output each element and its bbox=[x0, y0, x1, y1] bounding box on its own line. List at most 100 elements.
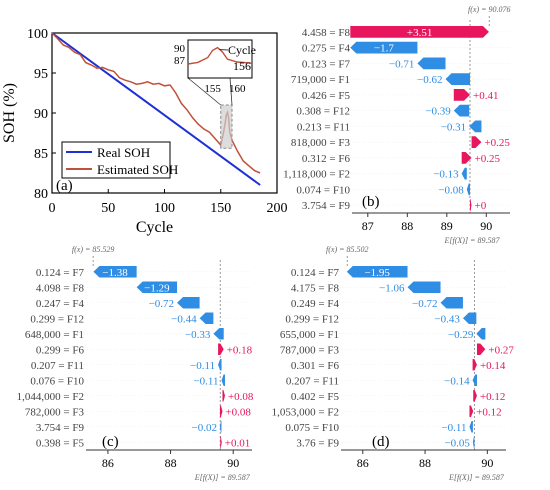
feature-label: 0.076 = F10 bbox=[30, 375, 84, 387]
x-tick-label: 100 bbox=[154, 201, 175, 216]
feature-label: 0.124 = F7 bbox=[36, 267, 85, 279]
contribution-label: +0.08 bbox=[225, 406, 251, 418]
feature-label: 4.098 = F8 bbox=[36, 282, 85, 294]
waterfall-bar-f5 bbox=[473, 390, 477, 402]
expected-value-annotation: E[f(X)] = 89.587 bbox=[448, 473, 505, 482]
inset-series-line bbox=[187, 46, 253, 65]
waterfall-bar-f6 bbox=[461, 152, 472, 164]
feature-label: 1,053,000 = F2 bbox=[272, 406, 339, 418]
panel-b: 4.458 = F8 +3.51 0.275 = F4 −1.7 0.123 = F7 −… bbox=[283, 5, 510, 245]
y-tick-label: 95 bbox=[34, 67, 48, 82]
x-tick-label: 86 bbox=[357, 456, 369, 470]
waterfall-bar-f9 bbox=[469, 199, 472, 211]
x-tick-label: 150 bbox=[210, 201, 231, 216]
waterfall-bar-f11 bbox=[469, 120, 482, 133]
waterfall-bar-f5 bbox=[453, 89, 470, 101]
contribution-label: −1.7 bbox=[374, 43, 394, 55]
contribution-label: −0.71 bbox=[389, 58, 414, 70]
waterfall-bar-f4 bbox=[350, 41, 418, 54]
legend-box bbox=[61, 141, 171, 179]
feature-label: 0.249 = F4 bbox=[291, 298, 340, 310]
contribution-label: −0.14 bbox=[444, 375, 470, 387]
feature-label: 0.426 = F5 bbox=[302, 90, 351, 102]
contribution-label: −0.11 bbox=[190, 360, 215, 372]
contribution-label: +0.01 bbox=[225, 437, 250, 449]
contribution-label: +0.12 bbox=[476, 406, 501, 418]
y-tick-label: 100 bbox=[27, 27, 48, 42]
feature-label: 0.312 = F6 bbox=[302, 153, 351, 165]
contribution-label: −0.72 bbox=[412, 298, 437, 310]
feature-label: 787,000 = F3 bbox=[280, 344, 340, 356]
feature-label: 3.754 = F9 bbox=[302, 200, 351, 212]
zoom-connector bbox=[229, 77, 233, 106]
panel-c: 0.124 = F7 −1.38 4.098 = F8 −1.29 0.247 = F4… bbox=[17, 245, 254, 482]
waterfall-bar-f11 bbox=[218, 359, 222, 371]
waterfall-bar-f4 bbox=[440, 297, 463, 309]
panel-label: (b) bbox=[362, 194, 380, 210]
contribution-label: −0.43 bbox=[434, 313, 460, 325]
contribution-label: −0.44 bbox=[171, 313, 197, 325]
feature-label: 655,000 = F1 bbox=[280, 329, 339, 341]
feature-label: 0.402 = F5 bbox=[291, 391, 340, 403]
feature-label: 4.458 = F8 bbox=[302, 27, 351, 39]
contribution-label: +0.27 bbox=[488, 344, 514, 356]
y-axis-title: SOH (%) bbox=[1, 83, 18, 143]
x-tick-label: 90 bbox=[480, 219, 492, 233]
inset-y-tick-label: 90 bbox=[174, 43, 186, 55]
inset-x-tick-label: 155 bbox=[204, 83, 221, 95]
panel-label: (d) bbox=[372, 434, 390, 450]
feature-label: 0.123 = F7 bbox=[302, 58, 351, 70]
x-tick-label: 88 bbox=[401, 219, 413, 233]
contribution-label: −0.02 bbox=[191, 422, 216, 434]
waterfall-bar-f9 bbox=[472, 436, 475, 448]
feature-label: 0.074 = F10 bbox=[296, 184, 350, 196]
waterfall-bar-f10 bbox=[466, 183, 470, 196]
contribution-label: −0.11 bbox=[441, 422, 466, 434]
waterfall-bar-f12 bbox=[199, 312, 214, 324]
y-tick-label: 90 bbox=[34, 107, 48, 122]
contribution-label: −0.39 bbox=[425, 106, 451, 118]
feature-label: 0.398 = F5 bbox=[36, 437, 85, 449]
waterfall-bar-f10 bbox=[221, 374, 225, 386]
inset-frame bbox=[187, 39, 253, 79]
waterfall-bar-f4 bbox=[177, 297, 200, 309]
waterfall-bar-f3 bbox=[471, 136, 482, 148]
expected-value-annotation: E[f(X)] = 89.587 bbox=[194, 473, 251, 482]
contribution-label: −0.29 bbox=[448, 329, 474, 341]
contribution-label: +3.51 bbox=[407, 27, 432, 39]
waterfall-bar-f8 bbox=[407, 281, 441, 293]
zoom-window bbox=[220, 104, 233, 149]
legend-label: Estimated SOH bbox=[97, 162, 178, 177]
contribution-label: −0.72 bbox=[149, 298, 174, 310]
contribution-label: +0.25 bbox=[475, 153, 501, 165]
feature-label: 818,000 = F3 bbox=[291, 137, 351, 149]
contribution-label: −0.11 bbox=[193, 375, 218, 387]
feature-label: 719,000 = F1 bbox=[291, 74, 350, 86]
waterfall-bar-f9 bbox=[219, 421, 222, 433]
waterfall-bar-f8 bbox=[350, 26, 489, 38]
x-tick-label: 88 bbox=[419, 456, 431, 470]
waterfall-bar-f2 bbox=[469, 405, 474, 417]
contribution-label: +0.18 bbox=[227, 344, 253, 356]
waterfall-bar-f8 bbox=[136, 281, 178, 293]
contribution-label: −1.29 bbox=[144, 282, 170, 294]
waterfall-bar-f6 bbox=[472, 359, 477, 371]
waterfall-bar-f12 bbox=[462, 312, 477, 324]
feature-label: 0.301 = F6 bbox=[291, 360, 340, 372]
panel-label: (a) bbox=[56, 178, 73, 194]
contribution-label: −1.38 bbox=[102, 267, 128, 279]
inset-annotation: Cycle bbox=[228, 43, 256, 57]
x-tick-label: 86 bbox=[102, 456, 114, 470]
x-tick-label: 90 bbox=[227, 456, 239, 470]
waterfall-bar-f12 bbox=[453, 104, 470, 117]
feature-label: 0.075 = F10 bbox=[285, 422, 339, 434]
waterfall-bar-f1 bbox=[213, 328, 224, 340]
fx-annotation: f(x) = 90.076 bbox=[468, 5, 511, 14]
x-tick-label: 0 bbox=[49, 201, 56, 216]
feature-label: 4.175 = F8 bbox=[291, 282, 340, 294]
x-tick-label: 200 bbox=[267, 201, 288, 216]
expected-value-annotation: E[f(X)] = 89.587 bbox=[444, 236, 501, 245]
contribution-label: −0.33 bbox=[185, 329, 211, 341]
contribution-label: −0.05 bbox=[444, 437, 470, 449]
